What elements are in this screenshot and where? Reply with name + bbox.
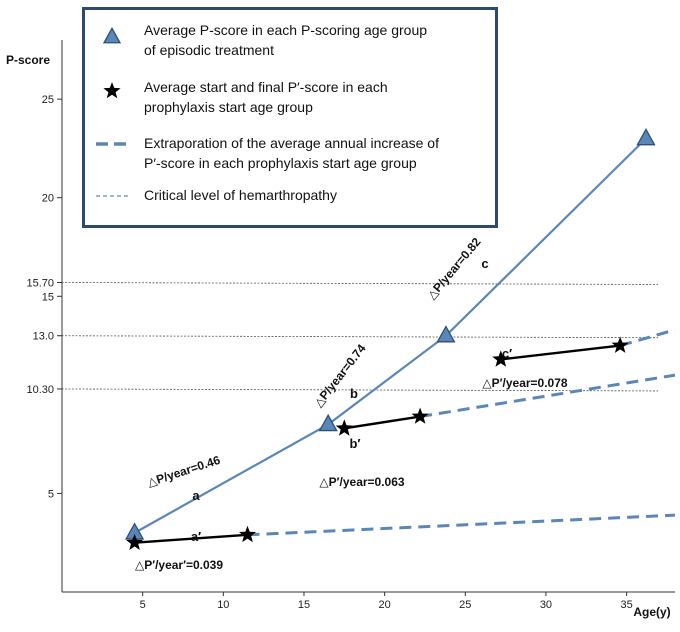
extrapolation-line [419,373,676,419]
rate-label: △P′/year′=0.039 [135,558,223,572]
critical-level-line [57,282,659,285]
x-tick-label: 35 [620,599,632,611]
segment-label: c′ [502,346,512,361]
legend-triangle-marker [102,27,122,44]
rate-label: △P/year=0.46 [146,453,223,490]
legend-text: Average start and final P′-score in each [144,79,388,95]
star-point [239,525,257,543]
y-tick-label: 25 [42,94,54,106]
ticks: 5 10 15 20 25 30 35 5 10.30 13.0 15 15.70 20 25 [26,94,632,611]
legend-text: Average P-score in each P-scoring age gr… [144,22,427,38]
series [124,128,676,550]
legend-text: P′-score in each prophylaxis start age g… [144,155,417,171]
y-tick-label: 13.0 [33,331,54,343]
x-axis-title: Age(y) [633,605,670,619]
x-tick-label: 10 [217,599,229,611]
segment-label: a [192,488,200,503]
legend-text: prophylaxis start age group [144,99,313,115]
segment-label: b′ [349,436,360,451]
star-point [411,407,429,424]
star-point [126,533,144,550]
extrapolation-line [247,513,676,537]
segment-label: a′ [191,529,201,544]
axes: P-score Age(y) [6,40,675,619]
legend-text: Critical level of hemarthropathy [144,187,337,203]
star-point [492,350,510,367]
star-point [335,419,353,436]
x-tick-label: 5 [140,599,146,611]
extrapolation-line [619,328,676,348]
segment-label: b [350,386,358,401]
segment-label: c [481,256,488,271]
legend: Average P-score in each P-scoring age gr… [82,7,498,228]
prophylaxis-line [344,415,421,430]
critical-lines [57,282,659,392]
prophylaxis-line [500,344,621,361]
triangle-point [318,413,338,432]
x-tick-label: 20 [379,599,391,611]
rate-label: △P/year=0.82 [424,235,484,302]
y-tick-label: 15 [42,291,54,303]
rate-label: △P′/year=0.063 [319,475,404,489]
prophylaxis-line [134,533,248,544]
y-tick-label: 15.70 [26,277,54,289]
episodic-line [134,137,647,534]
y-axis-title: P-score [6,53,50,67]
triangle-point [436,325,456,343]
y-tick-label: 20 [42,193,54,205]
triangle-point [636,128,656,146]
legend-text: Extraporation of the average annual incr… [144,135,439,151]
y-tick-label: 10.30 [26,384,54,396]
legend-star-marker [103,82,121,99]
x-tick-label: 15 [298,599,310,611]
x-tick-label: 30 [540,599,552,611]
legend-text: of episodic treatment [144,42,274,58]
legend-box [82,7,498,228]
star-point [611,336,629,353]
critical-level-line [57,388,659,392]
critical-level-line [57,335,659,339]
x-tick-label: 25 [459,599,471,611]
y-tick-label: 5 [48,488,54,500]
rate-label: △P′/year=0.078 [482,376,567,390]
